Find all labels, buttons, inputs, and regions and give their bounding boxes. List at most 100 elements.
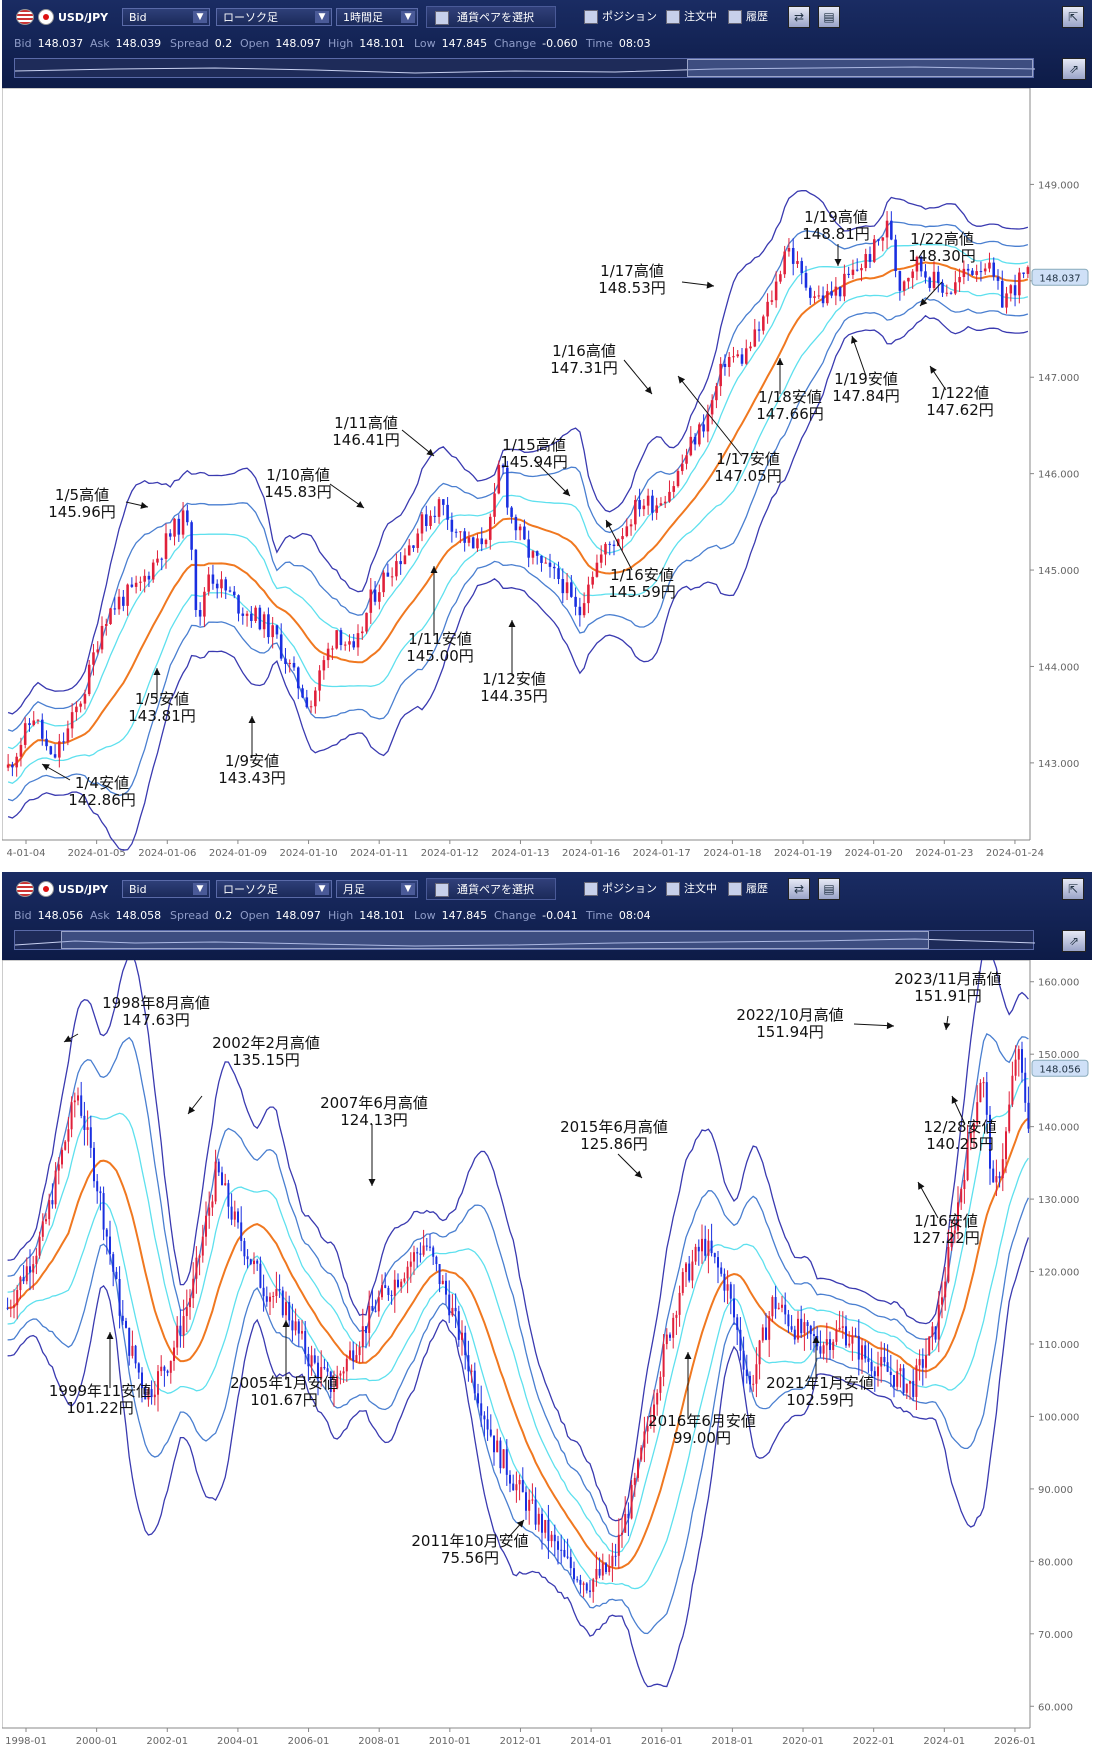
chart-type-select[interactable]: ローソク足 ▼ [216, 8, 332, 26]
candle-body [365, 612, 368, 632]
orders-checkbox[interactable] [666, 882, 680, 896]
candle-body [771, 1297, 774, 1317]
candle-body [416, 533, 420, 548]
candle-body [704, 1238, 707, 1256]
candle-body [841, 1326, 844, 1328]
candle-body [918, 1359, 921, 1366]
candle-body [16, 1290, 19, 1306]
ask-value: 148.058 [115, 909, 162, 922]
candle-body [153, 1394, 156, 1398]
currency-pair-badge[interactable]: USD/JPY [16, 880, 108, 898]
history-checkbox[interactable] [728, 10, 742, 24]
timeframe-select[interactable]: 月足 ▼ [336, 880, 418, 898]
candle-body [64, 1141, 67, 1150]
price-type-select[interactable]: Bid ▼ [122, 8, 210, 26]
candle-body [241, 613, 245, 616]
window-layout-button[interactable]: ▤ [818, 878, 840, 900]
candle-body [201, 1236, 204, 1256]
candle-body [424, 514, 428, 526]
window-layout-button[interactable]: ▤ [818, 6, 840, 28]
y-tick-label: 146.000 [1038, 470, 1079, 481]
candle-body [336, 1375, 339, 1389]
candle-body [573, 1568, 575, 1580]
chart-type-select[interactable]: ローソク足 ▼ [216, 880, 332, 898]
chart-settings-button[interactable]: ⇄ [788, 878, 810, 900]
price-type-select[interactable]: Bid ▼ [122, 880, 210, 898]
candle-body [685, 455, 688, 464]
candle-body [523, 526, 526, 540]
spread-label: Spread [170, 909, 209, 922]
candle-body [198, 1255, 201, 1258]
select-pair-button[interactable]: 通貨ペアを選択 [426, 878, 556, 900]
y-tick-label: 80.000 [1038, 1557, 1073, 1568]
chart-settings-button[interactable]: ⇄ [788, 6, 810, 28]
candle-body [322, 660, 326, 671]
candle-body [966, 268, 970, 271]
candle-body [697, 1246, 700, 1252]
annotation-value: 148.30円 [908, 247, 976, 265]
history-checkbox[interactable] [728, 882, 742, 896]
chart-navigator[interactable] [14, 930, 1035, 950]
candle-body [454, 531, 458, 533]
candle-body [259, 1263, 262, 1288]
candle-body [676, 471, 680, 487]
chart-navigator[interactable] [14, 58, 1035, 78]
orders-checkbox[interactable] [666, 10, 680, 24]
candle-body [665, 1334, 668, 1345]
candle-body [599, 554, 603, 563]
expand-button[interactable]: ⇗ [1062, 930, 1086, 952]
y-tick-label: 70.000 [1038, 1630, 1073, 1641]
candle-body [877, 239, 880, 241]
candle-body [912, 1380, 915, 1397]
candle-body [621, 536, 624, 540]
pair-label: USD/JPY [58, 10, 109, 24]
candle-body [9, 1307, 12, 1309]
candle-body [719, 363, 722, 387]
annotation-arrow-head [834, 259, 842, 266]
candle-body [896, 1371, 899, 1387]
chart-toolbar: USD/JPY Bid ▼ ローソク足 ▼ 月足 ▼ 通貨ペアを選択 ポジション 注文… [2, 872, 1092, 961]
annotation-arrow-head [282, 1320, 290, 1327]
annotation-value: 147.63円 [122, 1011, 190, 1029]
candle-body [907, 277, 910, 282]
collapse-button[interactable]: ⇱ [1062, 6, 1084, 28]
window-layout-icon: ▤ [823, 882, 835, 896]
candle-body [386, 572, 390, 577]
position-checkbox[interactable] [584, 882, 598, 896]
candle-body [489, 1429, 492, 1436]
candle-body [360, 631, 364, 634]
candlestick-chart-hourly: 143.000 144.000 145.000 146.000 147.000 148.0… [2, 88, 1092, 868]
expand-button[interactable]: ⇗ [1062, 58, 1086, 80]
candle-body [601, 1563, 604, 1576]
candle-body [825, 1339, 828, 1346]
price-axis [1030, 88, 1092, 868]
annotation-value: 102.59円 [786, 1391, 854, 1409]
candle-body [256, 1260, 259, 1264]
candle-body [983, 268, 987, 272]
x-tick-label: 2024-01-09 [209, 848, 267, 859]
position-checkbox[interactable] [584, 10, 598, 24]
candle-body [301, 1331, 303, 1334]
candle-body [515, 1484, 518, 1491]
annotation-arrow-head [606, 520, 613, 528]
candle-body [177, 518, 181, 535]
candle-body [857, 1335, 860, 1360]
navigator-window[interactable] [61, 931, 929, 949]
high-label: High [328, 909, 354, 922]
collapse-button[interactable]: ⇱ [1062, 878, 1084, 900]
navigator-window[interactable] [687, 59, 1033, 77]
candle-body [614, 1555, 617, 1557]
candle-body [768, 1316, 771, 1340]
timeframe-value: 月足 [343, 883, 365, 896]
select-pair-button[interactable]: 通貨ペアを選択 [426, 6, 556, 28]
currency-pair-badge[interactable]: USD/JPY [16, 8, 108, 26]
timeframe-select[interactable]: 1時間足 ▼ [336, 8, 418, 26]
candle-body [399, 561, 402, 565]
candle-body [707, 1240, 710, 1256]
x-tick-label: 2024-01-13 [491, 848, 549, 859]
candle-body [343, 644, 347, 646]
chart-toolbar: USD/JPY Bid ▼ ローソク足 ▼ 1時間足 ▼ 通貨ペアを選択 ポジション … [2, 0, 1092, 89]
candle-body [134, 582, 138, 587]
candle-body [1014, 1059, 1017, 1076]
candle-body [254, 607, 257, 621]
